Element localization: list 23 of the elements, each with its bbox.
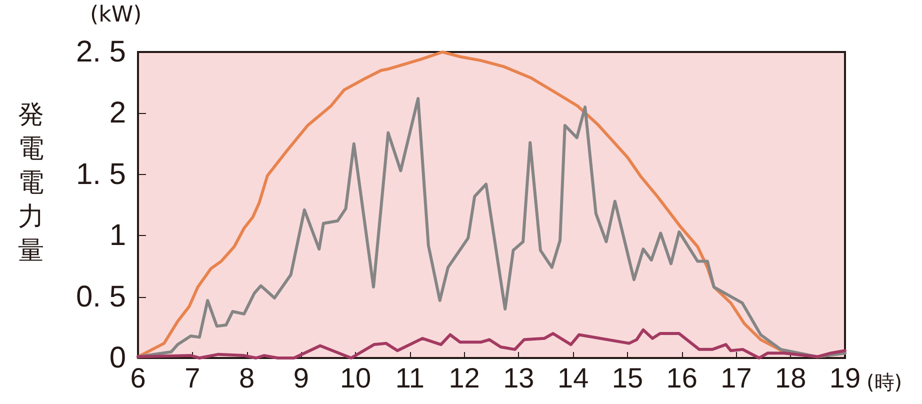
x-tick-label: 18 xyxy=(775,362,806,394)
x-tick-label: 11 xyxy=(395,362,424,394)
x-tick-label: 14 xyxy=(558,362,589,394)
y-axis-title: 発電電力量 xyxy=(18,100,44,266)
y-tick-label: 1. 5 xyxy=(76,158,126,191)
x-tick-label: 7 xyxy=(184,362,200,394)
y-tick-label: 2 xyxy=(109,96,126,130)
x-tick-label: 16 xyxy=(666,362,698,394)
text: (kW) xyxy=(90,2,142,28)
x-tick-label: 15 xyxy=(612,362,644,394)
x-tick-label: 6 xyxy=(130,362,146,394)
y-tick-label: 1 xyxy=(109,219,126,252)
y-tick-label: 2. 5 xyxy=(76,36,126,68)
x-tick-label: 17 xyxy=(720,362,752,394)
x-tick-label: 19 xyxy=(829,362,861,394)
y-tick-label: 0 xyxy=(109,342,126,374)
x-tick-label: 12 xyxy=(448,362,480,394)
x-axis-title: (時) xyxy=(866,370,902,394)
x-tick-label: 13 xyxy=(503,362,534,394)
x-tick-label: 10 xyxy=(340,362,372,394)
y-tick-label: 0. 5 xyxy=(76,280,126,314)
x-tick-label: 9 xyxy=(293,362,309,394)
x-tick-label: 8 xyxy=(238,362,255,394)
